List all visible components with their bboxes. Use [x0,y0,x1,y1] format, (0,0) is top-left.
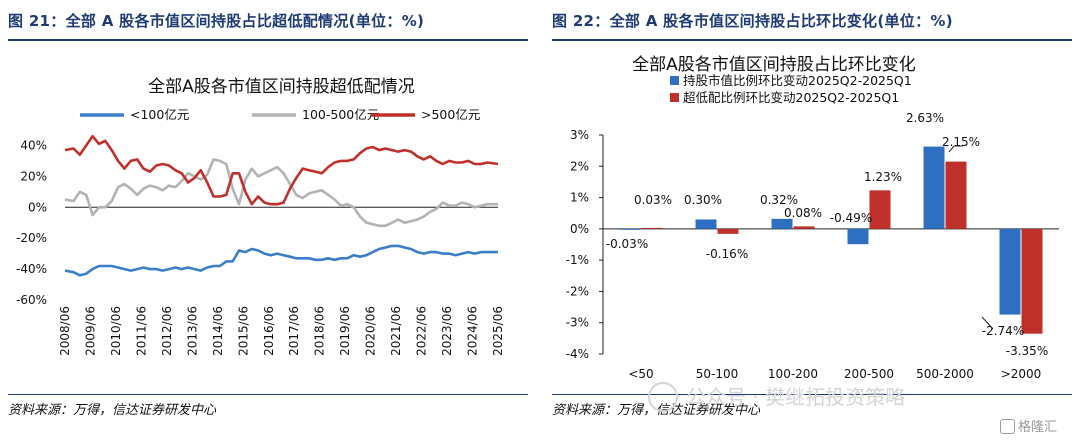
series-line [64,244,498,277]
legend-label: 超低配比例环比变动2025Q2-2025Q1 [683,90,899,105]
bar [771,218,793,229]
right-source-rule [552,394,1072,395]
y-tick-label: 20% [20,169,47,183]
leader-line [948,145,955,153]
legend-label: 持股市值比例环比变动2025Q2-2025Q1 [683,73,912,88]
x-tick-label: 2008/06 [58,306,72,356]
data-label: 2.15% [942,135,980,149]
x-tick-label: 2018/06 [313,306,327,356]
legend-swatch [670,76,679,85]
y-tick-label: -1% [566,253,589,267]
bar-chart: 全部A股各市值区间持股占比环比变化持股市值比例环比变动2025Q2-2025Q1… [566,55,1059,381]
line-chart: 全部A股各市值区间持股超低配情况 <100亿元 100-500亿元 >500亿元 40%… [16,77,505,356]
brand-mark: 格隆汇 [1000,418,1057,438]
x-tick-label: 2024/06 [466,306,480,356]
data-label: -2.74% [982,324,1024,338]
bar [619,228,641,230]
data-label: 0.08% [784,206,822,220]
y-tick-label: 0% [570,222,589,236]
data-label: -0.03% [606,237,648,251]
x-tick-label: 2014/06 [211,306,225,356]
y-tick-label: -3% [566,316,589,330]
y-tick-label: 2% [570,159,589,173]
watermark-text: 公众号 · 樊继拓投资策略 [686,385,906,409]
bar [847,228,869,245]
bar [641,227,663,229]
legend-label: <100亿元 [130,107,189,122]
y-tick-label: -40% [16,262,47,276]
wechat-icon [648,381,678,412]
x-tick-label: 2015/06 [236,306,250,356]
y-tick-label: 3% [570,128,589,142]
x-tick-label: 2016/06 [262,306,276,356]
x-tick-label: 2012/06 [160,306,174,356]
leader-line [981,316,994,330]
series-line [64,158,498,228]
series-line [64,134,499,206]
y-tick-label: -20% [16,231,47,245]
bar [717,228,739,234]
bar [999,228,1021,315]
data-label: 0.32% [760,193,798,207]
x-tick-label: 500-2000 [916,367,974,381]
right-title-rule [552,39,1072,41]
x-tick-label: 200-500 [844,367,894,381]
x-tick-label: 2019/06 [338,306,352,356]
legend-swatch [670,93,679,102]
x-tick-label: 2020/06 [364,306,378,356]
x-tick-label: <50 [628,367,653,381]
bar [923,146,945,229]
bar [869,190,891,229]
x-tick-label: 2021/06 [389,306,403,356]
x-tick-label: 50-100 [696,367,739,381]
x-tick-label: >2000 [1001,367,1042,381]
left-source-note: 资料来源：万得，信达证券研发中心 [8,403,217,418]
x-tick-label: 2010/06 [109,306,123,356]
right-figure-title: 图 22：全部 A 股各市值区间持股占比环比变化(单位：%) [552,12,953,30]
left-title-rule [8,39,528,41]
x-tick-label: 2022/06 [415,306,429,356]
bar [1021,228,1043,334]
bar-chart-title: 全部A股各市值区间持股占比环比变化 [632,55,916,75]
x-tick-label: 2009/06 [83,306,97,356]
x-tick-label: 2011/06 [134,306,148,356]
bar [695,219,717,229]
legend-label: 100-500亿元 [302,107,379,122]
data-label: 1.23% [864,170,902,184]
left-figure-panel: 图 21：全部 A 股各市值区间持股占比超低配情况(单位：%) 全部A股各市值区… [8,0,528,441]
left-source-rule [8,394,528,395]
line-chart-title: 全部A股各市值区间持股超低配情况 [148,77,415,97]
y-tick-label: -60% [16,293,47,307]
data-label: 0.30% [684,193,722,207]
x-tick-label: 2023/06 [440,306,454,356]
brand-text: 格隆汇 [1018,420,1058,435]
data-label: 2.63% [906,111,944,125]
y-tick-label: 40% [20,138,47,152]
right-figure-panel: 图 22：全部 A 股各市值区间持股占比环比变化(单位：%) 全部A股各市值区间… [552,0,1072,441]
y-tick-label: 0% [28,200,47,214]
x-tick-label: 2013/06 [185,306,199,356]
x-tick-label: 100-200 [768,367,818,381]
data-label: 0.03% [634,193,672,207]
y-tick-label: -2% [566,284,589,298]
brand-logo-icon [1000,419,1015,434]
legend-label: >500亿元 [421,107,480,122]
watermark: 公众号 · 樊继拓投资策略 [648,380,905,414]
data-label: -0.49% [830,211,872,225]
data-label: -3.35% [1006,344,1048,358]
data-label: -0.16% [706,247,748,261]
x-tick-label: 2025/06 [491,306,505,356]
left-figure-title: 图 21：全部 A 股各市值区间持股占比超低配情况(单位：%) [8,12,425,30]
y-tick-label: 1% [570,191,589,205]
y-tick-label: -4% [566,347,589,361]
bar [793,226,815,229]
x-tick-label: 2017/06 [287,306,301,356]
bar [945,161,967,229]
